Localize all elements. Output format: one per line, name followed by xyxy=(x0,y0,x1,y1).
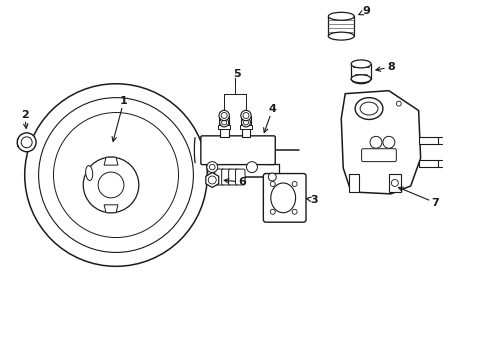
Circle shape xyxy=(240,111,251,121)
Text: 7: 7 xyxy=(398,187,439,208)
Circle shape xyxy=(53,113,178,238)
Text: 5: 5 xyxy=(233,69,241,79)
Circle shape xyxy=(291,209,297,214)
Bar xyxy=(418,159,438,167)
Text: 1: 1 xyxy=(112,96,127,141)
Ellipse shape xyxy=(327,12,353,20)
Text: 3: 3 xyxy=(306,195,318,205)
Circle shape xyxy=(390,180,398,186)
Bar xyxy=(348,174,358,192)
Circle shape xyxy=(291,181,297,186)
FancyBboxPatch shape xyxy=(228,169,238,185)
Bar xyxy=(418,137,438,144)
Circle shape xyxy=(221,120,226,125)
FancyBboxPatch shape xyxy=(207,169,217,185)
Bar xyxy=(241,122,250,137)
FancyBboxPatch shape xyxy=(235,169,244,185)
Circle shape xyxy=(21,137,32,148)
Circle shape xyxy=(25,84,207,266)
Text: 9: 9 xyxy=(358,6,369,16)
Circle shape xyxy=(243,120,248,125)
Text: 8: 8 xyxy=(375,62,394,72)
Circle shape xyxy=(270,181,275,186)
Circle shape xyxy=(206,162,217,172)
Bar xyxy=(240,125,251,129)
Ellipse shape xyxy=(327,32,353,40)
FancyBboxPatch shape xyxy=(214,169,224,185)
Circle shape xyxy=(39,98,193,252)
Circle shape xyxy=(98,172,123,198)
Circle shape xyxy=(268,173,276,181)
Ellipse shape xyxy=(270,183,295,213)
Text: 4: 4 xyxy=(263,104,276,132)
Ellipse shape xyxy=(350,75,370,83)
Ellipse shape xyxy=(350,60,370,68)
FancyBboxPatch shape xyxy=(263,174,305,222)
Polygon shape xyxy=(104,157,118,165)
Bar xyxy=(218,125,230,129)
Circle shape xyxy=(369,136,381,148)
Circle shape xyxy=(270,209,275,214)
Circle shape xyxy=(241,118,250,127)
Polygon shape xyxy=(205,172,218,188)
Polygon shape xyxy=(341,91,420,194)
Circle shape xyxy=(246,162,257,172)
Circle shape xyxy=(219,118,228,127)
Circle shape xyxy=(208,176,216,184)
Circle shape xyxy=(243,113,248,118)
Circle shape xyxy=(209,164,215,170)
Ellipse shape xyxy=(359,102,377,115)
Bar xyxy=(240,116,251,125)
Circle shape xyxy=(395,101,401,106)
Circle shape xyxy=(219,111,229,121)
Circle shape xyxy=(83,157,139,213)
FancyBboxPatch shape xyxy=(221,169,231,185)
Circle shape xyxy=(221,113,226,118)
Bar xyxy=(219,122,228,137)
Bar xyxy=(219,116,229,125)
Ellipse shape xyxy=(85,166,93,180)
Polygon shape xyxy=(104,205,118,213)
Text: 6: 6 xyxy=(224,177,245,187)
Text: 2: 2 xyxy=(21,109,28,129)
Bar xyxy=(388,174,400,192)
FancyBboxPatch shape xyxy=(201,136,275,165)
FancyBboxPatch shape xyxy=(361,149,395,162)
Ellipse shape xyxy=(354,98,382,120)
Circle shape xyxy=(17,133,36,152)
Circle shape xyxy=(382,136,394,148)
